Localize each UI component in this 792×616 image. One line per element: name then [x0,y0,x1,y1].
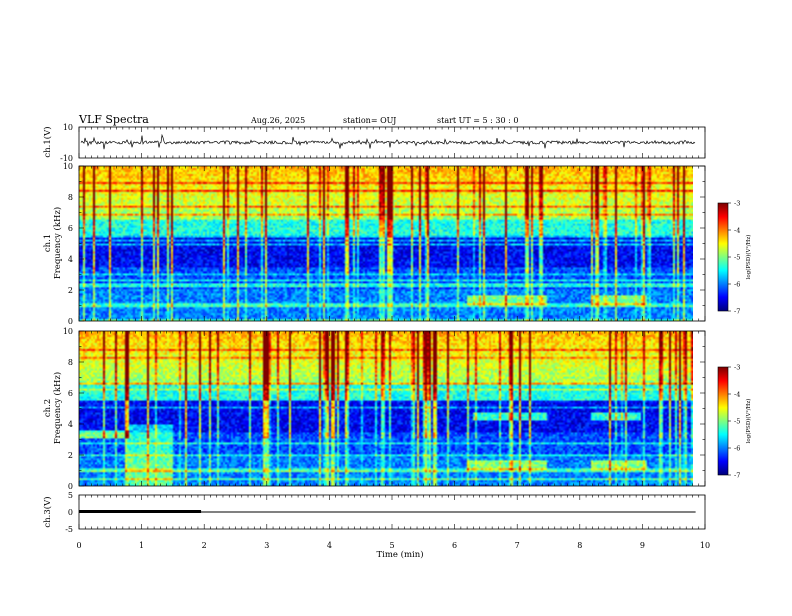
colorbar-tick-label: -5 [734,254,740,262]
panel-ch3-waveform: 5 0 -5 ch.3(V) 0 1 2 3 4 5 6 7 8 9 10 Time (min) [42,491,710,560]
ch2-spectrogram-ticks [78,330,706,487]
colorbar-ch1-gradient [718,203,728,311]
ch2-spectrogram-ylabel: Frequency (kHz) [52,372,63,444]
figure-station: station= OUJ [343,116,396,125]
ch3-ytick-middle: 0 [68,508,73,517]
time-axis-label: Time (min) [376,549,423,560]
ch3-ytick-bottom: -5 [65,525,73,534]
freq-tick-label: 6 [68,389,73,398]
freq-tick-label: 8 [68,358,73,367]
colorbar-tick-label: -7 [734,472,740,480]
time-tick-label: 6 [452,541,457,550]
time-tick-label: 8 [577,541,582,550]
time-tick-label: 10 [700,541,710,550]
figure-date: Aug.26, 2025 [250,116,305,125]
time-tick-label: 0 [76,541,81,550]
ch3-ytick-top: 5 [68,491,73,500]
freq-tick-label: 6 [68,224,73,233]
time-tick-label: 1 [139,541,144,550]
ch1-spectrogram-image [79,166,693,321]
panel-ch1-spectrogram: 0 2 4 6 8 10 ch.1 Frequency (kHz) [43,162,706,326]
freq-tick-label: 2 [68,451,73,460]
colorbar-ch2: -3 -4 -5 -6 -7 log(PSD)(V²/Hz) [717,364,752,480]
freq-tick-label: 8 [68,193,73,202]
colorbar-tick-label: -6 [734,281,740,289]
ch1-spectrogram-channel-label: ch.1 [43,234,53,252]
time-axis-tick-labels: 0 1 2 3 4 5 6 7 8 9 10 [76,541,710,550]
freq-tick-label: 4 [68,420,73,429]
time-tick-label: 7 [515,541,520,550]
ch3-waveform-ylabel: ch.3(V) [42,496,53,527]
figure-title: VLF Spectra [78,113,149,126]
freq-tick-label: 4 [68,255,73,264]
ch1-waveform-trace [80,133,696,150]
time-tick-label: 9 [640,541,645,550]
freq-tick-label: 10 [63,327,73,336]
time-tick-label: 2 [202,541,207,550]
ch2-spectrogram-image [79,331,693,486]
ch1-waveform-ticks [78,127,706,158]
colorbar-ch1: -3 -4 -5 -6 -7 log(PSD)(V²/Hz) [717,200,752,316]
time-tick-label: 5 [389,541,394,550]
ch1-spectrogram-ylabel: Frequency (kHz) [52,207,63,279]
colorbar-tick-label: -7 [734,308,740,316]
colorbar-ch2-label: log(PSD)(V²/Hz) [745,399,752,444]
panel-ch2-spectrogram: 0 2 4 6 8 10 ch.2 Frequency (kHz) [43,327,706,491]
colorbar-tick-label: -3 [734,364,740,372]
colorbar-ch2-gradient [718,367,728,475]
ch1-waveform-ylabel: ch.1(V) [42,126,53,157]
colorbar-tick-label: -6 [734,445,740,453]
colorbar-tick-label: -4 [734,227,740,235]
freq-tick-label: 10 [63,162,73,171]
ch1-spectrogram-ticks [78,165,706,322]
ch3-waveform-ticks [78,495,706,529]
ch2-spectrogram-channel-label: ch.2 [43,399,53,417]
freq-tick-label: 0 [68,482,73,491]
colorbar-ch1-label: log(PSD)(V²/Hz) [745,235,752,280]
ch1-ytick-bottom: -10 [60,154,73,163]
panel-ch1-waveform: 10 -10 ch.1(V) [42,123,706,163]
colorbar-tick-label: -5 [734,418,740,426]
time-tick-label: 4 [327,541,332,550]
ch1-spectrogram-ytick-labels: 0 2 4 6 8 10 [63,162,73,326]
colorbar-ch2-ticks: -3 -4 -5 -6 -7 [728,364,740,480]
freq-tick-label: 0 [68,317,73,326]
colorbar-ch1-ticks: -3 -4 -5 -6 -7 [728,200,740,316]
ch2-spectrogram-ytick-labels: 0 2 4 6 8 10 [63,327,73,491]
figure-start-time: start UT = 5 : 30 : 0 [437,116,518,125]
colorbar-tick-label: -3 [734,200,740,208]
ch1-ytick-top: 10 [63,123,73,132]
colorbar-tick-label: -4 [734,391,740,399]
freq-tick-label: 2 [68,286,73,295]
time-tick-label: 3 [264,541,269,550]
